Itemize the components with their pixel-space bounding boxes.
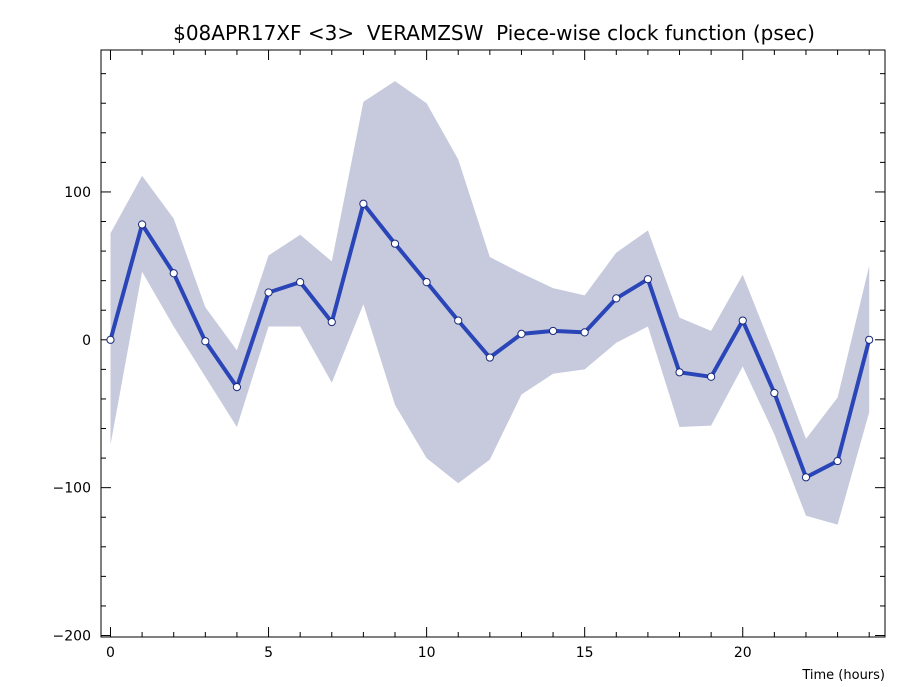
tick-labels-layer: 0 5 10 15 20 −200 −100 0 100 (53, 185, 752, 661)
data-point (485, 353, 494, 362)
x-axis-label: Time (hours) (801, 668, 885, 683)
data-point (833, 456, 842, 466)
data-point (359, 199, 368, 208)
data-point (137, 220, 147, 229)
data-point (770, 388, 779, 398)
y-tick-label: 100 (64, 185, 91, 201)
data-point (707, 372, 716, 381)
error-band (110, 81, 870, 525)
x-tick-label: 5 (264, 645, 273, 661)
data-point (612, 294, 621, 303)
chart-title: $08APR17XF <3> VERAMZSW Piece-wise clock… (173, 21, 815, 45)
data-point (801, 473, 811, 482)
data-points-layer (106, 199, 874, 482)
y-tick-label: 0 (82, 333, 91, 349)
x-tick-label: 15 (576, 645, 594, 661)
x-tick-label: 10 (418, 645, 436, 661)
x-tick-label: 20 (734, 645, 752, 661)
x-tick-label: 0 (106, 645, 115, 661)
data-point (454, 316, 463, 325)
data-point (296, 278, 305, 287)
data-point (169, 269, 178, 278)
data-point (390, 239, 400, 248)
data-point (580, 328, 589, 337)
data-point (201, 337, 210, 346)
data-point (232, 383, 242, 392)
data-point (327, 317, 336, 327)
data-point (264, 288, 273, 297)
y-tick-label: −200 (53, 629, 91, 645)
data-point (738, 316, 747, 325)
plot-frame-layer (100, 49, 886, 638)
data-point (548, 326, 558, 336)
error-band-layer (110, 81, 870, 525)
data-point (422, 278, 431, 287)
y-tick-label: −100 (53, 481, 91, 497)
data-point (865, 335, 874, 344)
data-point (675, 368, 684, 377)
data-point (517, 329, 526, 338)
data-point (643, 275, 653, 284)
plot-frame (100, 49, 886, 638)
data-point (106, 335, 115, 344)
